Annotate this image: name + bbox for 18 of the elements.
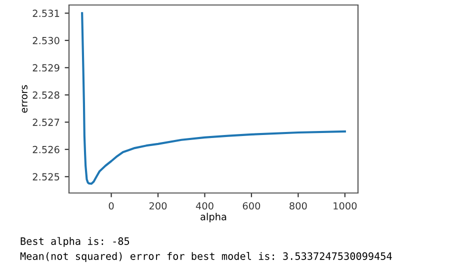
- line-series: [81, 12, 346, 185]
- x-tick-label: 0: [108, 202, 114, 210]
- y-tick-label: 2.528: [32, 91, 60, 99]
- x-axis-title: alpha: [200, 212, 226, 222]
- x-tick-label: 600: [242, 202, 260, 210]
- y-tick-label: 2.530: [32, 36, 60, 44]
- text: Mean(not squared) error for best model is: 3.5337247530099454: [20, 252, 392, 262]
- x-tick-label: 200: [149, 202, 167, 210]
- y-tick-label: 2.527: [32, 118, 60, 126]
- text: Best alpha is: -85: [20, 237, 130, 247]
- y-axis-title: errors: [22, 85, 28, 113]
- x-tick-label: 800: [290, 202, 307, 210]
- x-tick-label: 400: [196, 202, 214, 210]
- y-tick-label: 2.526: [32, 146, 60, 154]
- x-tick-label: 1000: [334, 202, 357, 210]
- y-tick-label: 2.531: [32, 10, 60, 18]
- y-tick-label: 2.529: [32, 64, 60, 72]
- y-tick-label: 2.525: [32, 173, 60, 180]
